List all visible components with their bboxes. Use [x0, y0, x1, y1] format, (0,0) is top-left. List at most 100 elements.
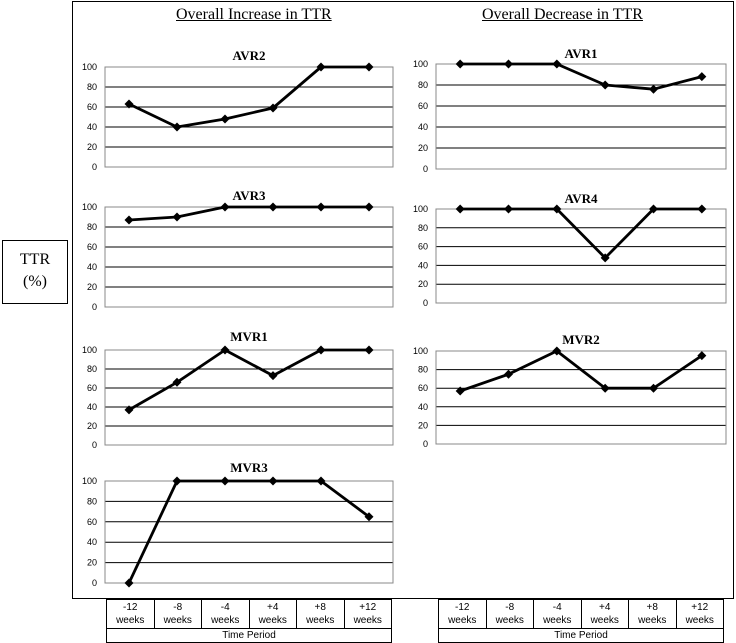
y-tick-label: 60: [87, 242, 97, 252]
y-tick-label: 0: [92, 302, 97, 312]
x-category-label: -4 weeks: [201, 599, 250, 629]
y-tick-label: 80: [418, 365, 428, 375]
data-point: [697, 351, 707, 361]
data-point: [364, 512, 374, 522]
y-tick-label: 20: [87, 142, 97, 152]
data-point: [268, 476, 278, 486]
x-category-label: +12 weeks: [343, 599, 392, 629]
x-category-unit: weeks: [306, 615, 335, 626]
data-point: [172, 212, 182, 222]
y-tick-label: 60: [87, 102, 97, 112]
series-line: [460, 207, 702, 260]
x-category-unit: weeks: [353, 615, 382, 626]
y-tick-label: 60: [418, 101, 428, 111]
data-point: [552, 204, 562, 214]
y-axis-title-line1: TTR: [19, 251, 51, 268]
x-category-value: -8: [173, 602, 183, 613]
x-category-label: -12 weeks: [438, 599, 487, 629]
data-point: [364, 345, 374, 355]
x-category-value: +8: [314, 602, 326, 613]
x-category-value: +12: [359, 602, 377, 613]
data-point: [504, 369, 513, 379]
y-tick-label: 40: [87, 537, 97, 547]
data-point: [697, 72, 707, 82]
y-tick-label: 40: [418, 402, 428, 412]
y-axis-title-box: TTR (%): [2, 240, 68, 304]
heading-increase: Overall Increase in TTR: [176, 6, 332, 23]
data-point: [600, 80, 610, 90]
data-point: [172, 476, 182, 486]
series-line: [128, 348, 369, 412]
y-tick-label: 20: [418, 420, 428, 430]
y-tick-label: 80: [418, 80, 428, 90]
y-axis-title-line2: (%): [23, 273, 47, 290]
plot-area: [435, 208, 727, 304]
x-category-label: +12 weeks: [675, 599, 724, 629]
x-category-label: +4 weeks: [248, 599, 297, 629]
chart-title: MVR3: [230, 460, 268, 475]
x-category-unit: weeks: [448, 615, 477, 626]
data-point: [124, 99, 134, 109]
data-point: [220, 114, 230, 124]
x-category-label: +8 weeks: [628, 599, 677, 629]
y-tick-label: 100: [82, 62, 97, 72]
data-point: [649, 383, 658, 393]
chart-title: MVR1: [230, 329, 268, 344]
x-category-unit: weeks: [495, 615, 524, 626]
x-category-label: +8 weeks: [296, 599, 345, 629]
y-tick-label: 100: [413, 204, 428, 214]
y-tick-label: 80: [87, 222, 97, 232]
y-tick-label: 20: [87, 282, 97, 292]
x-category-unit: weeks: [638, 615, 667, 626]
x-category-value: +8: [646, 602, 658, 613]
data-point: [649, 84, 658, 94]
heading-decrease: Overall Decrease in TTR: [482, 6, 643, 23]
y-tick-label: 40: [87, 402, 97, 412]
x-category-unit: weeks: [258, 615, 287, 626]
data-point: [504, 204, 513, 214]
y-tick-label: 60: [87, 383, 97, 393]
series-line: [128, 205, 369, 222]
plot-area: [435, 63, 727, 170]
data-point: [124, 405, 134, 415]
y-tick-label: 100: [413, 59, 428, 69]
y-tick-label: 0: [92, 440, 97, 450]
y-tick-label: 80: [87, 82, 97, 92]
data-point: [649, 204, 658, 214]
x-category-unit: weeks: [685, 615, 714, 626]
y-tick-label: 0: [92, 162, 97, 172]
x-category-value: -12: [123, 602, 138, 613]
x-category-label: -8 weeks: [153, 599, 202, 629]
data-point: [316, 202, 326, 212]
chart-title: AVR1: [565, 46, 598, 61]
y-tick-label: 40: [87, 122, 97, 132]
figure-frame: [72, 1, 734, 599]
chart-title: MVR2: [562, 332, 600, 347]
y-tick-label: 20: [87, 558, 97, 568]
data-point: [316, 62, 326, 72]
x-category-value: -12: [455, 602, 470, 613]
data-point: [220, 476, 230, 486]
data-point: [316, 345, 326, 355]
y-tick-label: 80: [87, 364, 97, 374]
y-tick-label: 0: [92, 578, 97, 588]
y-tick-label: 40: [87, 262, 97, 272]
data-point: [124, 215, 134, 225]
x-category-unit: weeks: [211, 615, 240, 626]
x-category-label: -12 weeks: [106, 599, 155, 629]
x-category-label: -4 weeks: [533, 599, 582, 629]
y-tick-label: 100: [82, 476, 97, 486]
data-point: [172, 122, 182, 132]
x-category-unit: weeks: [116, 615, 145, 626]
plot-area: [104, 349, 394, 446]
y-tick-label: 60: [418, 383, 428, 393]
data-point: [268, 202, 278, 212]
x-category-value: -4: [220, 602, 230, 613]
series-line: [127, 479, 370, 584]
plot-area: [104, 66, 394, 168]
data-point: [316, 476, 326, 486]
y-tick-label: 0: [423, 439, 428, 449]
